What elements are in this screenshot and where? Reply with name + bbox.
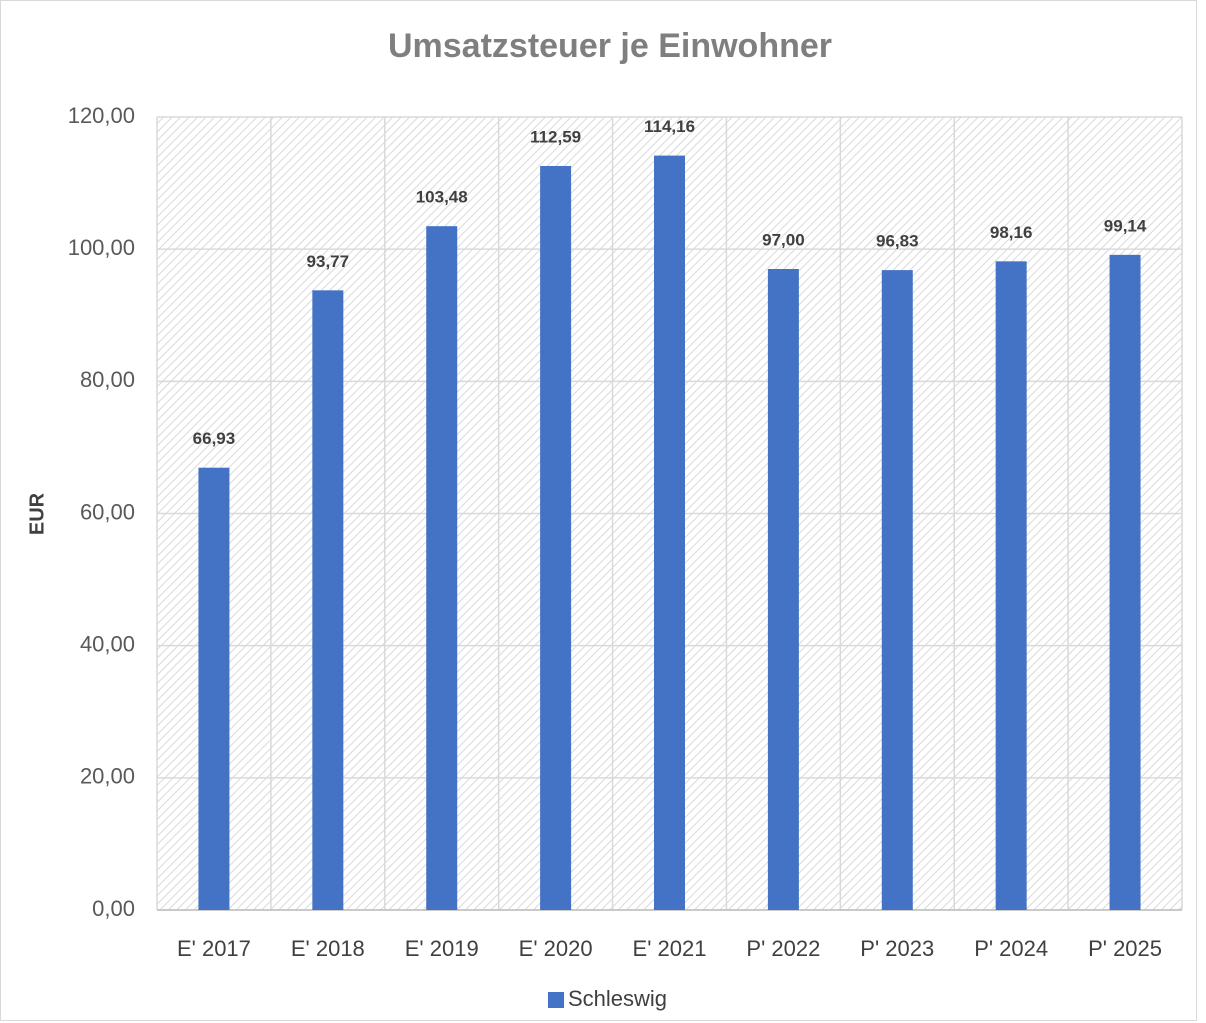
bar bbox=[1109, 254, 1141, 910]
legend-label: Schleswig bbox=[568, 986, 667, 1011]
bar bbox=[881, 270, 913, 910]
y-tick-label: 60,00 bbox=[80, 499, 135, 524]
bar bbox=[312, 290, 344, 911]
data-label: 97,00 bbox=[762, 230, 805, 249]
data-label: 96,83 bbox=[876, 232, 919, 251]
bar bbox=[995, 261, 1027, 910]
x-tick-label: E' 2017 bbox=[177, 936, 251, 961]
y-tick-label: 120,00 bbox=[68, 103, 135, 128]
data-label: 99,14 bbox=[1104, 216, 1147, 235]
x-tick-label: E' 2019 bbox=[405, 936, 479, 961]
x-tick-label: P' 2022 bbox=[746, 936, 820, 961]
y-tick-label: 40,00 bbox=[80, 631, 135, 656]
x-tick-label: P' 2024 bbox=[974, 936, 1048, 961]
data-label: 114,16 bbox=[644, 117, 695, 136]
bar bbox=[540, 165, 572, 910]
x-tick-label: P' 2025 bbox=[1088, 936, 1162, 961]
data-label: 103,48 bbox=[416, 188, 468, 207]
data-label: 98,16 bbox=[990, 223, 1033, 242]
bar bbox=[767, 268, 799, 910]
x-tick-label: E' 2018 bbox=[291, 936, 365, 961]
data-label: 112,59 bbox=[530, 127, 581, 146]
chart-title: Umsatzsteuer je Einwohner bbox=[388, 27, 832, 65]
x-tick-label: E' 2021 bbox=[633, 936, 707, 961]
y-tick-label: 0,00 bbox=[92, 896, 135, 921]
bar bbox=[198, 467, 230, 910]
x-tick-label: P' 2023 bbox=[860, 936, 934, 961]
y-tick-label: 100,00 bbox=[68, 235, 135, 260]
data-label: 93,77 bbox=[307, 252, 350, 271]
bar bbox=[426, 226, 458, 910]
y-tick-label: 80,00 bbox=[80, 367, 135, 392]
bar bbox=[654, 155, 685, 911]
x-tick-label: E' 2020 bbox=[519, 936, 593, 961]
y-tick-label: 20,00 bbox=[80, 764, 135, 789]
legend-swatch bbox=[548, 992, 564, 1008]
data-label: 66,93 bbox=[193, 429, 236, 448]
y-axis-label: EUR bbox=[26, 492, 48, 535]
